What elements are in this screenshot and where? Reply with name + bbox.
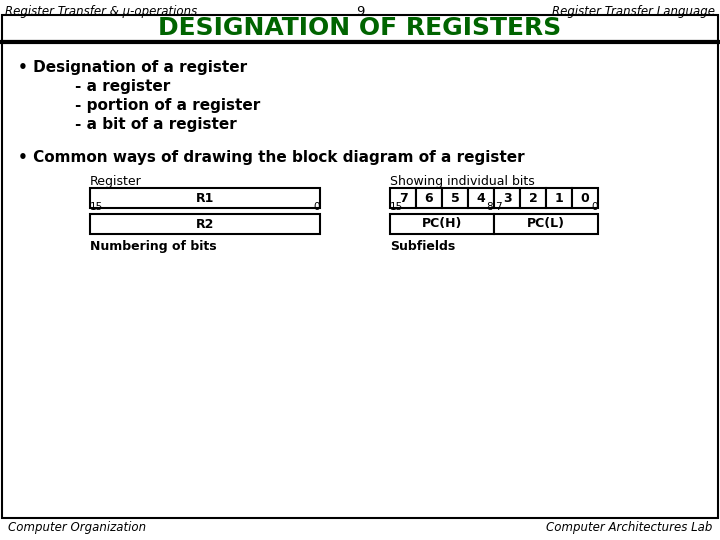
Text: 3: 3 bbox=[503, 192, 511, 205]
Text: PC(L): PC(L) bbox=[527, 218, 565, 231]
Text: DESIGNATION OF REGISTERS: DESIGNATION OF REGISTERS bbox=[158, 16, 562, 40]
Text: 15: 15 bbox=[390, 202, 403, 212]
Text: 4: 4 bbox=[477, 192, 485, 205]
Text: 7: 7 bbox=[495, 202, 502, 212]
Text: 2: 2 bbox=[528, 192, 537, 205]
Text: Subfields: Subfields bbox=[390, 240, 455, 253]
Bar bbox=[442, 188, 468, 208]
Text: 0: 0 bbox=[592, 202, 598, 212]
Bar bbox=[390, 214, 494, 234]
Text: 9: 9 bbox=[356, 5, 364, 18]
Text: Register: Register bbox=[90, 175, 142, 188]
Text: Computer Architectures Lab: Computer Architectures Lab bbox=[546, 522, 712, 535]
Bar bbox=[494, 188, 520, 208]
Text: 8: 8 bbox=[487, 202, 493, 212]
Text: • Common ways of drawing the block diagram of a register: • Common ways of drawing the block diagr… bbox=[18, 150, 525, 165]
Bar bbox=[2, 15, 718, 41]
Text: • Designation of a register: • Designation of a register bbox=[18, 60, 247, 75]
Text: Showing individual bits: Showing individual bits bbox=[390, 175, 535, 188]
Bar bbox=[572, 188, 598, 208]
Text: Numbering of bits: Numbering of bits bbox=[90, 240, 217, 253]
Text: - a register: - a register bbox=[75, 79, 170, 94]
Text: R1: R1 bbox=[196, 192, 214, 205]
Text: 5: 5 bbox=[451, 192, 459, 205]
Text: Register Transfer Language: Register Transfer Language bbox=[552, 5, 715, 18]
Text: 15: 15 bbox=[90, 202, 103, 212]
Text: 7: 7 bbox=[399, 192, 408, 205]
Bar bbox=[2, 42, 718, 518]
Bar bbox=[546, 188, 572, 208]
Text: 1: 1 bbox=[554, 192, 563, 205]
Text: 0: 0 bbox=[313, 202, 320, 212]
Text: R2: R2 bbox=[196, 218, 214, 231]
Bar bbox=[494, 214, 598, 234]
Bar bbox=[390, 188, 416, 208]
Bar bbox=[468, 188, 494, 208]
Text: Computer Organization: Computer Organization bbox=[8, 522, 146, 535]
Text: - portion of a register: - portion of a register bbox=[75, 98, 260, 113]
Bar bbox=[90, 188, 320, 208]
Text: Register Transfer & μ-operations: Register Transfer & μ-operations bbox=[5, 5, 197, 18]
Bar bbox=[90, 214, 320, 234]
Text: 6: 6 bbox=[425, 192, 433, 205]
Text: PC(H): PC(H) bbox=[422, 218, 462, 231]
Text: - a bit of a register: - a bit of a register bbox=[75, 117, 237, 132]
Bar bbox=[520, 188, 546, 208]
Bar bbox=[416, 188, 442, 208]
Text: 0: 0 bbox=[580, 192, 590, 205]
